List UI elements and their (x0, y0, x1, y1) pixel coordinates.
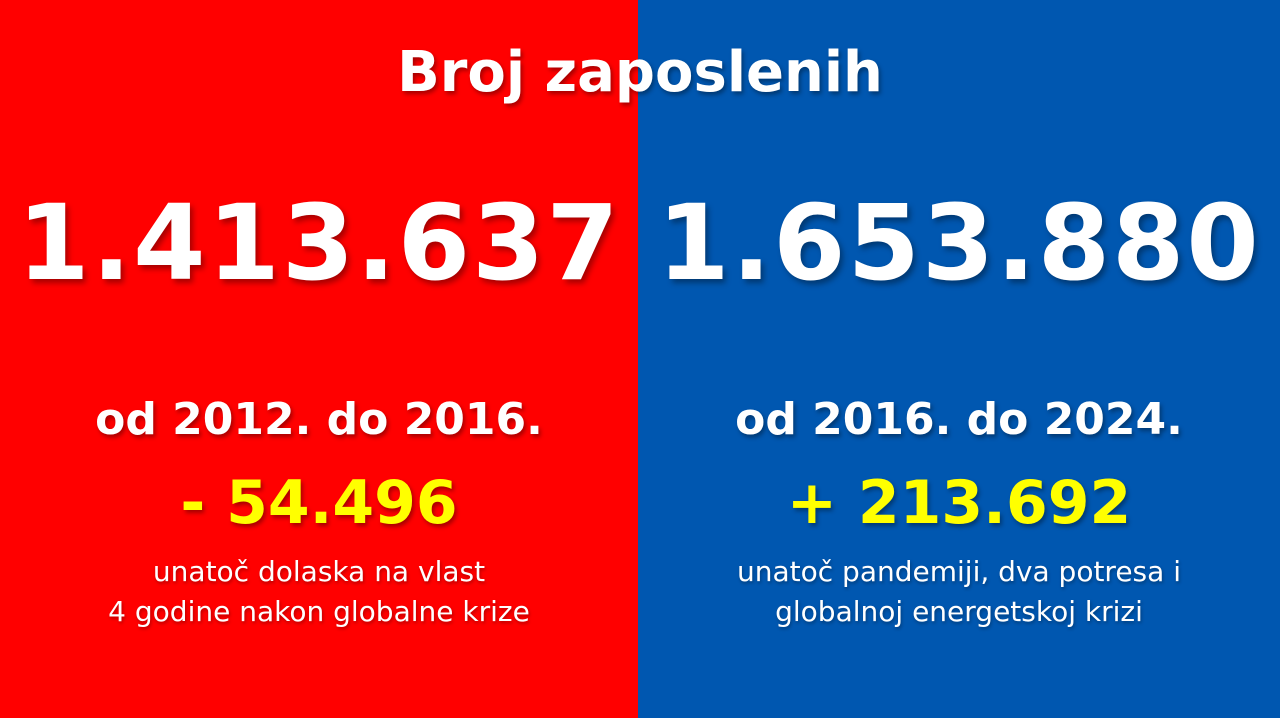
right-change: + 213.692 (786, 468, 1132, 538)
right-note-line-1: unatoč pandemiji, dva potresa i (737, 555, 1181, 588)
left-note-line-2: 4 godine nakon globalne krize (108, 595, 530, 628)
right-note: unatoč pandemiji, dva potresa i globalno… (638, 552, 1280, 632)
left-total-employed: 1.413.637 (17, 182, 621, 304)
right-panel-background (638, 0, 1280, 718)
page-title: Broj zaposlenih (397, 40, 883, 105)
left-period: od 2012. do 2016. (95, 394, 543, 445)
right-note-line-2: globalnoj energetskoj krizi (775, 595, 1143, 628)
left-change: - 54.496 (180, 468, 458, 538)
right-total-employed: 1.653.880 (657, 182, 1261, 304)
right-period: od 2016. do 2024. (735, 394, 1183, 445)
left-note: unatoč dolaska na vlast 4 godine nakon g… (0, 552, 638, 632)
left-note-line-1: unatoč dolaska na vlast (152, 555, 486, 588)
left-panel-background (0, 0, 638, 718)
